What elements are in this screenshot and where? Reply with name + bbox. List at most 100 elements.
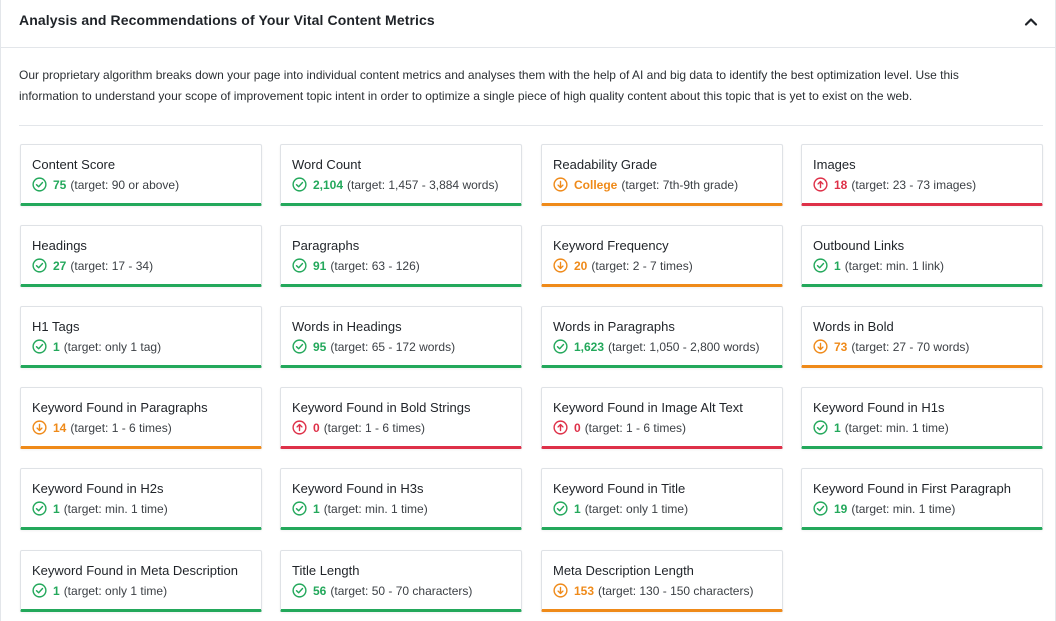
metric-title: Keyword Found in H3s bbox=[292, 481, 424, 496]
panel-header[interactable]: Analysis and Recommendations of Your Vit… bbox=[1, 0, 1055, 48]
metric-card[interactable]: Title Length 56 (target: 50 - 70 character… bbox=[280, 550, 522, 612]
metric-status-line: 1 (target: min. 1 link) bbox=[813, 258, 944, 273]
metric-status-line: 1 (target: min. 1 time) bbox=[292, 501, 428, 516]
metric-card[interactable]: Keyword Found in Title 1 (target: only 1 t… bbox=[541, 468, 783, 530]
metric-card[interactable]: Keyword Found in H2s 1 (target: min. 1 tim… bbox=[20, 468, 262, 530]
metric-card[interactable]: Readability Grade College (target: 7th-9th… bbox=[541, 144, 783, 206]
arrow-down-circle-icon bbox=[813, 339, 828, 354]
metric-status-line: 14 (target: 1 - 6 times) bbox=[32, 420, 172, 435]
metric-status-line: 1 (target: min. 1 time) bbox=[32, 501, 168, 516]
metric-title: Meta Description Length bbox=[553, 563, 694, 578]
metric-target: (target: 1 - 6 times) bbox=[584, 420, 687, 435]
metric-title: H1 Tags bbox=[32, 319, 80, 334]
metric-value: 18 bbox=[834, 177, 848, 192]
metric-value: 1 bbox=[53, 583, 60, 598]
check-circle-icon bbox=[32, 501, 47, 516]
metric-value: 1 bbox=[53, 501, 60, 516]
metric-card[interactable]: Keyword Found in Bold Strings 0 (target: 1… bbox=[280, 387, 522, 449]
metric-card[interactable]: Keyword Found in H3s 1 (target: min. 1 tim… bbox=[280, 468, 522, 530]
metric-target: (target: 23 - 73 images) bbox=[851, 177, 977, 192]
metric-status-line: 18 (target: 23 - 73 images) bbox=[813, 177, 976, 192]
arrow-up-circle-icon bbox=[553, 420, 568, 435]
metric-title: Images bbox=[813, 157, 856, 172]
metric-value: 19 bbox=[834, 501, 848, 516]
metric-card[interactable]: Images 18 (target: 23 - 73 images) bbox=[801, 144, 1043, 206]
metric-card[interactable]: Keyword Frequency 20 (target: 2 - 7 times) bbox=[541, 225, 783, 287]
check-circle-icon bbox=[292, 258, 307, 273]
metric-title: Words in Headings bbox=[292, 319, 402, 334]
check-circle-icon bbox=[292, 339, 307, 354]
panel-title: Analysis and Recommendations of Your Vit… bbox=[19, 12, 435, 28]
metric-card[interactable]: Keyword Found in H1s 1 (target: min. 1 tim… bbox=[801, 387, 1043, 449]
check-circle-icon bbox=[32, 583, 47, 598]
metric-card[interactable]: Meta Description Length 153 (target: 130 -… bbox=[541, 550, 783, 612]
arrow-down-circle-icon bbox=[553, 258, 568, 273]
metric-target: (target: min. 1 time) bbox=[63, 501, 168, 516]
metric-target: (target: 17 - 34) bbox=[70, 258, 154, 273]
metric-status-line: 2,104 (target: 1,457 - 3,884 words) bbox=[292, 177, 498, 192]
metric-status-line: 75 (target: 90 or above) bbox=[32, 177, 179, 192]
metric-status-line: 0 (target: 1 - 6 times) bbox=[292, 420, 425, 435]
check-circle-icon bbox=[32, 339, 47, 354]
check-circle-icon bbox=[292, 501, 307, 516]
metric-card[interactable]: Word Count 2,104 (target: 1,457 - 3,884 wo… bbox=[280, 144, 522, 206]
metric-title: Keyword Found in First Paragraph bbox=[813, 481, 1011, 496]
metric-card[interactable]: Keyword Found in First Paragraph 19 (targe… bbox=[801, 468, 1043, 530]
metric-card[interactable]: H1 Tags 1 (target: only 1 tag) bbox=[20, 306, 262, 368]
metric-target: (target: only 1 tag) bbox=[63, 339, 162, 354]
metric-card[interactable]: Paragraphs 91 (target: 63 - 126) bbox=[280, 225, 522, 287]
metric-value: 0 bbox=[574, 420, 581, 435]
metric-card[interactable]: Keyword Found in Image Alt Text 0 (target:… bbox=[541, 387, 783, 449]
metric-value: 1 bbox=[574, 501, 581, 516]
metric-card[interactable]: Words in Headings 95 (target: 65 - 172 wor… bbox=[280, 306, 522, 368]
metric-status-line: 56 (target: 50 - 70 characters) bbox=[292, 583, 472, 598]
metric-card[interactable]: Headings 27 (target: 17 - 34) bbox=[20, 225, 262, 287]
metric-status-line: 20 (target: 2 - 7 times) bbox=[553, 258, 693, 273]
metric-card[interactable]: Outbound Links 1 (target: min. 1 link) bbox=[801, 225, 1043, 287]
metric-target: (target: 1,457 - 3,884 words) bbox=[347, 177, 499, 192]
metric-title: Words in Bold bbox=[813, 319, 894, 334]
metric-value: 75 bbox=[53, 177, 67, 192]
metric-title: Keyword Frequency bbox=[553, 238, 669, 253]
metric-target: (target: 1,050 - 2,800 words) bbox=[608, 339, 760, 354]
check-circle-icon bbox=[32, 177, 47, 192]
metric-title: Keyword Found in Bold Strings bbox=[292, 400, 471, 415]
metric-title: Outbound Links bbox=[813, 238, 905, 253]
collapse-button[interactable] bbox=[1021, 12, 1041, 32]
metric-value: 1 bbox=[313, 501, 320, 516]
metric-status-line: 19 (target: min. 1 time) bbox=[813, 501, 955, 516]
metric-title: Word Count bbox=[292, 157, 362, 172]
check-circle-icon bbox=[292, 583, 307, 598]
intro-text: Our proprietary algorithm breaks down yo… bbox=[19, 68, 959, 103]
metric-card[interactable]: Keyword Found in Paragraphs 14 (target: 1 … bbox=[20, 387, 262, 449]
metric-target: (target: 130 - 150 characters) bbox=[598, 583, 754, 598]
metric-card[interactable]: Words in Paragraphs 1,623 (target: 1,050 -… bbox=[541, 306, 783, 368]
metric-title: Title Length bbox=[292, 563, 360, 578]
check-circle-icon bbox=[813, 258, 828, 273]
metric-target: (target: min. 1 link) bbox=[844, 258, 945, 273]
metric-value: 1 bbox=[834, 258, 841, 273]
metric-status-line: 91 (target: 63 - 126) bbox=[292, 258, 420, 273]
metric-card[interactable]: Words in Bold 73 (target: 27 - 70 words) bbox=[801, 306, 1043, 368]
metric-target: (target: 63 - 126) bbox=[330, 258, 420, 273]
metric-card[interactable]: Content Score 75 (target: 90 or above) bbox=[20, 144, 262, 206]
metric-status-line: 95 (target: 65 - 172 words) bbox=[292, 339, 455, 354]
metric-value: College bbox=[574, 177, 618, 192]
metric-target: (target: only 1 time) bbox=[584, 501, 689, 516]
metric-status-line: 1 (target: only 1 tag) bbox=[32, 339, 161, 354]
metric-target: (target: min. 1 time) bbox=[323, 501, 428, 516]
divider bbox=[19, 125, 1043, 126]
metric-card[interactable]: Keyword Found in Meta Description 1 (targe… bbox=[20, 550, 262, 612]
metric-title: Keyword Found in Title bbox=[553, 481, 686, 496]
metric-value: 1,623 bbox=[574, 339, 605, 354]
check-circle-icon bbox=[553, 501, 568, 516]
metric-title: Keyword Found in H2s bbox=[32, 481, 164, 496]
arrow-down-circle-icon bbox=[553, 177, 568, 192]
metric-value: 14 bbox=[53, 420, 67, 435]
metric-value: 1 bbox=[834, 420, 841, 435]
arrow-up-circle-icon bbox=[292, 420, 307, 435]
check-circle-icon bbox=[292, 177, 307, 192]
metric-target: (target: 1 - 6 times) bbox=[70, 420, 172, 435]
check-circle-icon bbox=[553, 339, 568, 354]
